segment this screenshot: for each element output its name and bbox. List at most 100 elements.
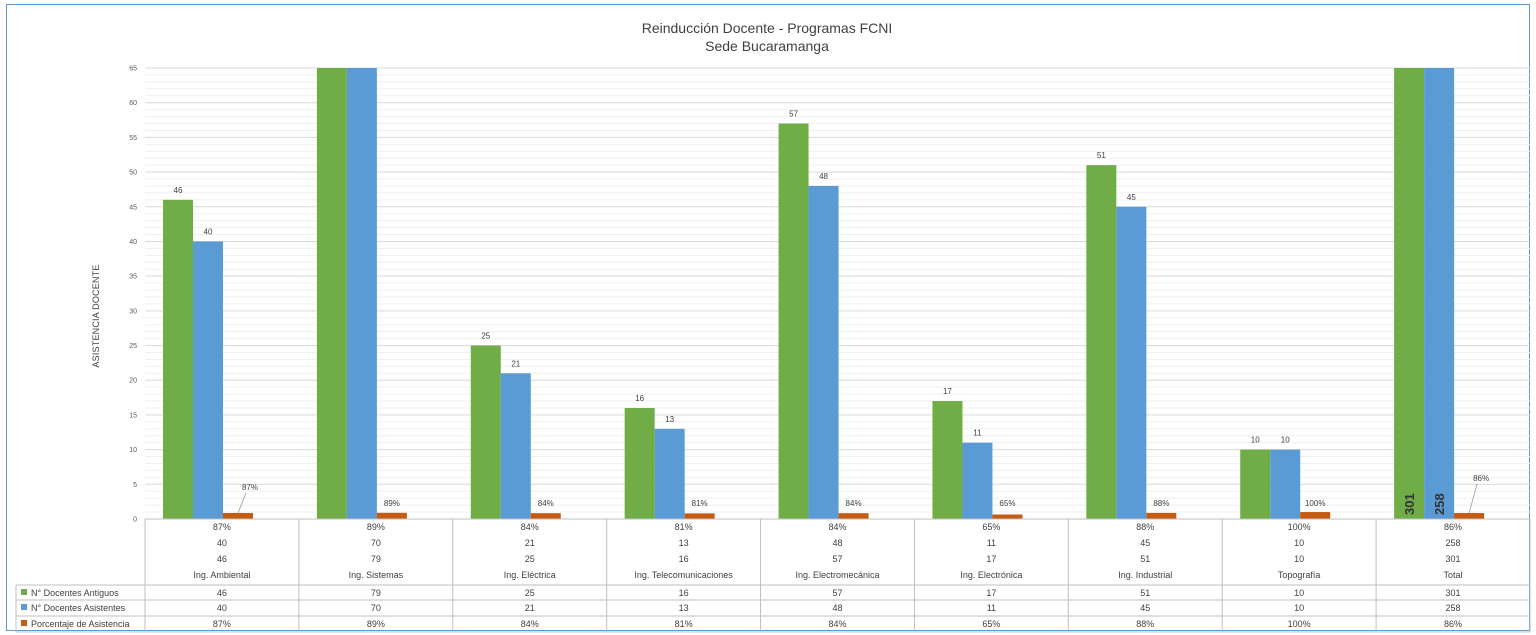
table-legend-cell: 10	[1294, 603, 1304, 613]
table-legend-cell: 301	[1446, 588, 1461, 598]
category-label: Ing. Eléctrica	[504, 570, 556, 580]
data-label-porcentaje: 81%	[692, 499, 708, 508]
legend-label: Porcentaje de Asistencia	[31, 619, 130, 629]
table-cell-antiguos: 10	[1294, 554, 1304, 564]
table-cell-porcentaje: 84%	[521, 522, 539, 532]
bar-docentes-antiguos	[470, 345, 501, 519]
legend-swatch	[21, 620, 27, 626]
table-cell-porcentaje: 89%	[367, 522, 385, 532]
table-legend-cell: 21	[525, 603, 535, 613]
bar-porcentaje-asistencia	[1454, 513, 1485, 519]
legend-swatch	[21, 589, 27, 595]
y-tick-label: 60	[129, 100, 137, 107]
table-legend-cell: 81%	[675, 619, 693, 629]
bar-docentes-antiguos	[932, 401, 963, 519]
table-legend-cell: 79	[371, 588, 381, 598]
table-legend-cell: 25	[525, 588, 535, 598]
y-tick-label: 10	[129, 447, 137, 454]
bar-docentes-asistentes	[962, 442, 993, 519]
data-label-porcentaje: 88%	[1153, 499, 1169, 508]
category-label: Ing. Industrial	[1118, 570, 1172, 580]
data-label-antiguos: 17	[943, 387, 952, 396]
bar-docentes-antiguos	[624, 407, 655, 519]
table-legend-cell: 40	[217, 603, 227, 613]
data-label-asistentes: 48	[819, 172, 828, 181]
chart-title-block: Reinducción Docente - Programas FCNI Sed…	[7, 19, 1527, 55]
table-legend-cell: 10	[1294, 588, 1304, 598]
table-cell-asistentes: 40	[217, 538, 227, 548]
leader-line	[1468, 483, 1478, 514]
table-cell-porcentaje: 65%	[982, 522, 1000, 532]
table-cell-asistentes: 45	[1140, 538, 1150, 548]
table-cell-antiguos: 16	[679, 554, 689, 564]
data-label-asistentes: 13	[665, 415, 674, 424]
bar-docentes-asistentes	[1424, 68, 1455, 519]
table-legend-cell: 89%	[367, 619, 385, 629]
bar-porcentaje-asistencia	[838, 513, 869, 519]
table-legend-cell: 65%	[982, 619, 1000, 629]
data-label-antiguos: 46	[174, 186, 183, 195]
y-tick-label: 5	[133, 482, 137, 489]
table-legend-cell: 11	[987, 603, 996, 613]
data-label-asistentes: 40	[204, 227, 213, 236]
y-tick-label: 15	[129, 412, 137, 419]
legend-swatch	[21, 604, 27, 610]
data-label-antiguos: 25	[481, 332, 490, 341]
table-cell-porcentaje: 86%	[1444, 522, 1462, 532]
table-cell-asistentes: 70	[371, 538, 381, 548]
data-label-asistentes: 10	[1281, 436, 1290, 445]
data-label-antiguos: 16	[635, 394, 644, 403]
table-legend-cell: 57	[832, 588, 842, 598]
bar-porcentaje-asistencia	[684, 513, 715, 519]
table-legend-cell: 84%	[828, 619, 846, 629]
leader-line	[237, 492, 247, 514]
table-cell-antiguos: 25	[525, 554, 535, 564]
table-cell-antiguos: 17	[986, 554, 996, 564]
table-cell-antiguos: 301	[1446, 554, 1461, 564]
table-legend-cell: 70	[371, 603, 381, 613]
table-cell-porcentaje: 81%	[675, 522, 693, 532]
chart-subtitle: Sede Bucaramanga	[705, 38, 829, 54]
bar-docentes-antiguos	[163, 199, 193, 520]
data-label-antiguos: 301	[1402, 493, 1417, 515]
table-cell-antiguos: 51	[1140, 554, 1150, 564]
bar-docentes-asistentes	[1270, 449, 1301, 519]
bar-porcentaje-asistencia	[1146, 512, 1177, 519]
data-label-antiguos: 10	[1251, 436, 1260, 445]
bar-porcentaje-asistencia	[1300, 512, 1331, 519]
data-label-porcentaje: 100%	[1305, 499, 1325, 508]
legend-label: N° Docentes Antiguos	[31, 588, 119, 598]
data-label-asistentes: 11	[973, 429, 982, 438]
table-cell-asistentes: 11	[987, 538, 996, 548]
chart-title: Reinducción Docente - Programas FCNI	[641, 20, 893, 36]
table-legend-cell: 46	[217, 588, 227, 598]
table-cell-asistentes: 10	[1294, 538, 1304, 548]
category-label: Ing. Electrónica	[960, 570, 1022, 580]
table-cell-antiguos: 46	[217, 554, 227, 564]
table-legend-cell: 17	[986, 588, 996, 598]
y-tick-label: 45	[129, 204, 137, 211]
table-cell-asistentes: 21	[525, 538, 535, 548]
table-legend-cell: 51	[1140, 588, 1150, 598]
table-legend-cell: 87%	[213, 619, 231, 629]
data-label-asistentes: 21	[511, 359, 520, 368]
table-cell-asistentes: 13	[679, 538, 689, 548]
bar-docentes-asistentes	[654, 428, 685, 519]
table-cell-asistentes: 48	[832, 538, 842, 548]
table-legend-cell: 258	[1446, 603, 1461, 613]
bar-docentes-asistentes	[346, 68, 377, 519]
category-label: Topografía	[1278, 570, 1321, 580]
bar-docentes-asistentes	[808, 185, 839, 519]
y-tick-label: 0	[133, 517, 137, 524]
data-label-porcentaje: 84%	[538, 499, 554, 508]
category-label: Ing. Sistemas	[349, 570, 404, 580]
y-tick-label: 40	[129, 239, 137, 246]
y-tick-label: 20	[129, 378, 137, 385]
data-label-antiguos: 51	[1097, 151, 1106, 160]
bar-docentes-antiguos	[1240, 449, 1271, 519]
bar-porcentaje-asistencia	[376, 512, 407, 519]
bar-docentes-asistentes	[1116, 206, 1147, 519]
table-cell-antiguos: 79	[371, 554, 381, 564]
table-cell-asistentes: 258	[1446, 538, 1461, 548]
data-label-asistentes: 45	[1127, 193, 1136, 202]
